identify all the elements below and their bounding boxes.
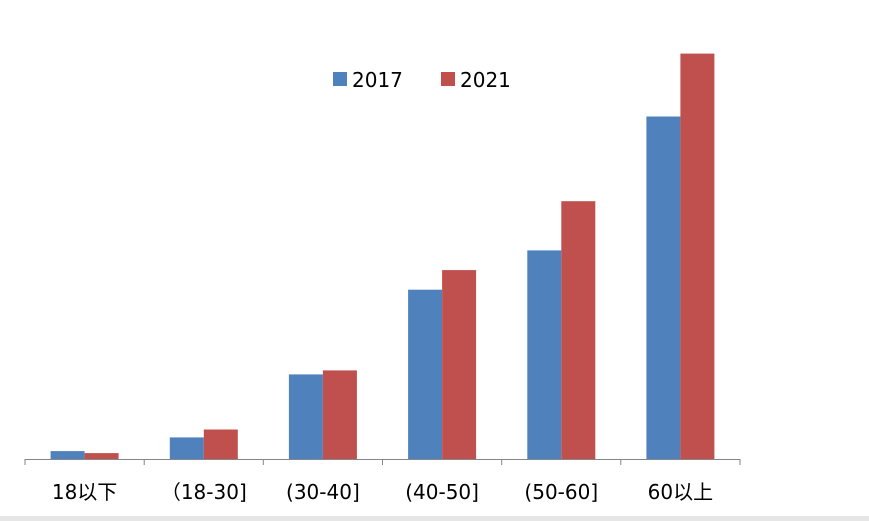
bar-2021-3 [442, 270, 477, 459]
bar-2021-5 [680, 53, 715, 459]
bar-2017-3 [408, 289, 443, 459]
legend-label-2017: 2017 [352, 68, 403, 92]
x-tick-label: (50-60] [524, 480, 598, 504]
x-tick-label: (30-40] [286, 480, 360, 504]
x-tick-label: (40-50] [405, 480, 479, 504]
bar-2021-0 [84, 453, 119, 459]
bar-2017-4 [527, 250, 562, 459]
legend-swatch-2017 [333, 72, 347, 86]
bar-2021-1 [203, 429, 238, 459]
x-tick-label: 60以上 [648, 480, 713, 504]
x-tick-label: （18-30] [161, 480, 247, 504]
bar-2017-1 [169, 437, 204, 460]
bottom-border [0, 516, 869, 521]
bar-2017-5 [646, 116, 681, 459]
bars-group [50, 53, 715, 460]
legend-label-2021: 2021 [460, 68, 511, 92]
bar-2017-2 [288, 374, 323, 459]
x-tick-label: 18以下 [52, 480, 117, 504]
x-axis: 18以下 （18-30] (30-40] (40-50] (50-60] 60以上 [24, 459, 741, 504]
bar-2021-2 [322, 370, 357, 459]
bar-2021-4 [561, 201, 596, 459]
legend-swatch-2021 [441, 72, 455, 86]
bar-2017-0 [50, 451, 85, 459]
legend: 2017 2021 [333, 68, 511, 92]
